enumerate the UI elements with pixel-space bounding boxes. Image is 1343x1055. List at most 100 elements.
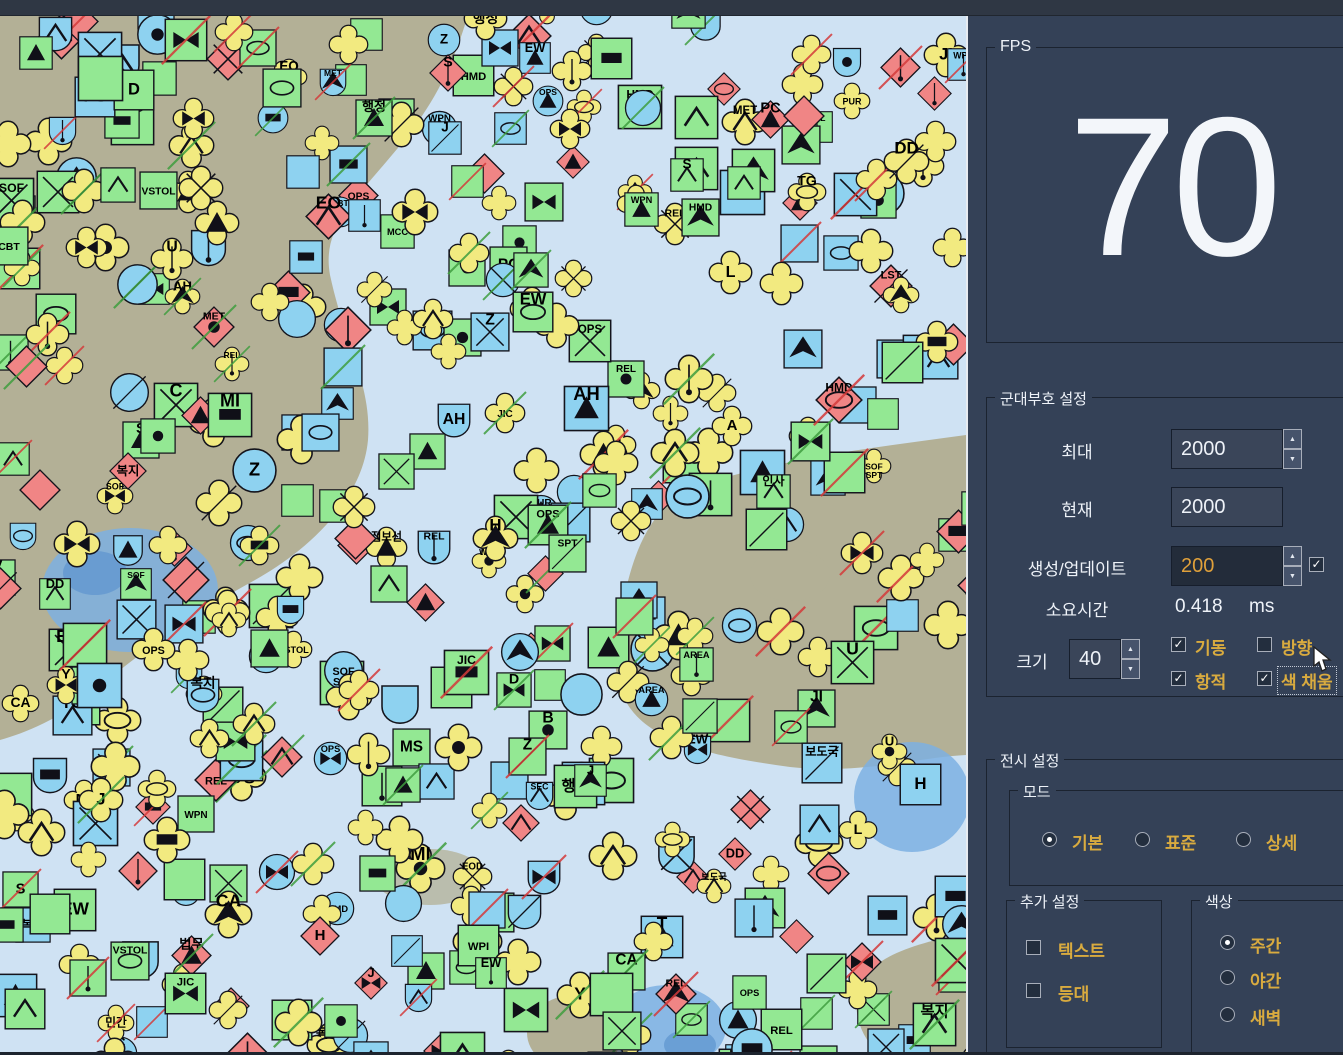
size-input[interactable]: 40 [1069,639,1121,679]
map-symbol: CA [204,890,253,939]
lighthouse-checkbox[interactable]: ✓ [1026,983,1041,998]
direction-checkbox[interactable]: ✓ [1257,637,1272,652]
lighthouse-checkbox-label[interactable]: 등대 [1058,985,1090,1004]
color-night-label[interactable]: 야간 [1250,972,1282,991]
svg-text:PUR: PUR [842,97,862,107]
map-symbol [481,185,517,221]
mode-basic-radio[interactable] [1042,832,1057,847]
map-symbol: EW [512,290,554,333]
map-symbol [286,155,320,189]
mode-standard-label[interactable]: 표준 [1165,834,1197,853]
map-symbol [633,626,671,664]
map-symbol: MS [392,728,431,767]
map-symbol [162,556,210,604]
color-dawn-radio[interactable] [1220,1007,1235,1022]
map-symbol [326,142,371,187]
max-count-value: 2000 [1181,437,1226,460]
current-count-input[interactable]: 2000 [1171,487,1283,527]
map-symbol [213,15,254,53]
svg-text:법무: 법무 [179,936,204,951]
generate-count-input[interactable]: 200 [1171,546,1283,586]
fps-group-title: FPS [995,38,1037,56]
map-symbol [348,199,381,232]
map-symbol [386,309,423,346]
spin-up-button[interactable]: ▲ [1283,546,1302,566]
map-symbol [867,895,908,936]
svg-text:WPN: WPN [184,810,207,821]
mode-detail-radio[interactable] [1236,832,1251,847]
maneuver-checkbox[interactable]: ✓ [1171,637,1186,652]
svg-text:MET: MET [203,311,226,323]
svg-text:CBT: CBT [0,241,20,253]
max-count-input[interactable]: 2000 [1171,429,1283,469]
map-symbol: CBT [0,226,29,266]
spin-down-button[interactable]: ▼ [1283,566,1302,586]
map-symbol [633,921,674,962]
map-symbol [194,200,240,246]
map-viewport[interactable]: BHMDBMSSEOHMDMILSPTOPSSOFSPTTJIS복지VSTOLU… [0,15,968,1055]
map-symbol [70,841,107,878]
spin-up-button[interactable]: ▲ [1283,429,1302,449]
maneuver-checkbox-label[interactable]: 기동 [1195,639,1227,658]
color-fill-checkbox-label[interactable]: 색 채움 [1277,666,1337,695]
svg-text:DD: DD [46,576,64,591]
map-symbol [66,956,110,1000]
svg-text:B: B [542,710,553,727]
map-symbol [250,629,289,668]
svg-text:CA: CA [216,890,242,910]
svg-text:MET: MET [324,68,343,78]
color-night-radio[interactable] [1220,970,1235,985]
map-symbol [867,398,899,430]
svg-text:복지: 복지 [920,1003,948,1020]
map-symbol: AH [437,403,471,438]
text-checkbox[interactable]: ✓ [1026,940,1041,955]
map-symbol: OPS [524,501,572,549]
spin-down-icon: ▼ [1289,572,1296,580]
svg-text:T: T [657,913,668,933]
svg-text:VSTOL: VSTOL [113,945,148,957]
color-day-label[interactable]: 주간 [1250,937,1282,956]
spin-down-button[interactable]: ▼ [1121,659,1140,679]
mode-basic-label[interactable]: 기본 [1072,834,1104,853]
svg-text:L: L [854,822,863,838]
map-symbol [434,723,483,772]
map-symbol [334,517,377,560]
window-topbar [0,0,1343,16]
svg-text:CA: CA [10,694,30,710]
map-symbol [347,809,384,846]
map-symbol [752,855,790,893]
map-symbol: AH [563,383,610,432]
spin-up-button[interactable]: ▲ [1121,639,1140,659]
color-fill-checkbox[interactable]: ✓ [1257,671,1272,686]
mode-detail-label[interactable]: 상세 [1266,834,1298,853]
svg-text:REL: REL [666,978,688,990]
generate-checkbox[interactable]: ✓ [1309,557,1324,572]
color-day-radio[interactable] [1220,935,1235,950]
map-symbol [807,852,850,895]
map-symbol: SPT [548,534,587,573]
spin-down-button[interactable]: ▼ [1283,449,1302,469]
color-dawn-label[interactable]: 새벽 [1250,1009,1282,1028]
map-symbol: S [0,868,42,911]
svg-text:PUR: PUR [530,498,552,509]
map-symbol [513,447,560,494]
track-checkbox[interactable]: ✓ [1171,671,1186,686]
map-symbol [412,298,454,340]
map-symbol [797,636,839,678]
map-symbol [29,893,71,935]
map-symbol: HMD [681,198,720,237]
map-symbol [580,725,623,768]
text-checkbox-label[interactable]: 텍스트 [1058,942,1105,961]
svg-text:AH: AH [173,278,192,293]
map-symbol: WPN [177,795,215,833]
map-symbol [697,373,737,413]
map-symbol [745,508,788,551]
map-symbol [447,231,491,275]
spin-up-icon: ▲ [1127,645,1134,653]
svg-text:SEC: SEC [531,781,550,791]
svg-text:보도국: 보도국 [701,872,727,882]
mode-standard-radio[interactable] [1135,832,1150,847]
direction-checkbox-label[interactable]: 방향 [1281,639,1313,658]
svg-text:U: U [846,638,859,658]
track-checkbox-label[interactable]: 항적 [1195,673,1227,692]
